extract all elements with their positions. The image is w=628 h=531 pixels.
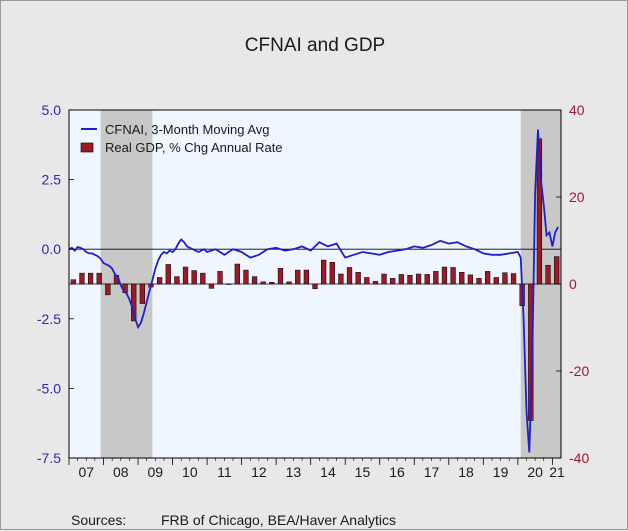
gdp-bar bbox=[329, 262, 335, 285]
gdp-bar bbox=[467, 274, 473, 285]
x-tick-label: 16 bbox=[389, 464, 405, 480]
source-text: FRB of Chicago, BEA/Haver Analytics bbox=[161, 512, 396, 528]
gdp-bar bbox=[269, 282, 275, 285]
gdp-bar bbox=[390, 278, 396, 285]
gdp-bar bbox=[87, 272, 94, 285]
gdp-bar bbox=[554, 256, 560, 285]
x-tick-label: 08 bbox=[113, 464, 129, 480]
right-tick-label: -20 bbox=[569, 363, 589, 379]
gdp-bar bbox=[217, 271, 223, 285]
x-tick-label: 09 bbox=[148, 464, 164, 480]
gdp-bar bbox=[277, 268, 284, 285]
gdp-bar bbox=[96, 272, 102, 285]
gdp-bar bbox=[372, 281, 379, 285]
gdp-bar bbox=[398, 274, 404, 285]
x-tick-label: 13 bbox=[286, 464, 302, 480]
gdp-bar bbox=[70, 279, 76, 285]
gdp-bar bbox=[208, 283, 215, 289]
gdp-bar bbox=[441, 266, 448, 285]
gdp-bar bbox=[321, 259, 327, 285]
gdp-bar bbox=[260, 281, 266, 285]
gdp-bar bbox=[226, 283, 232, 285]
gdp-bar bbox=[407, 275, 413, 285]
gdp-bar bbox=[338, 273, 344, 285]
gdp-bar bbox=[165, 264, 171, 285]
gdp-bar bbox=[303, 269, 309, 285]
x-tick-label: 11 bbox=[217, 464, 232, 480]
left-tick-label: -7.5 bbox=[37, 450, 61, 466]
gdp-bar bbox=[424, 274, 430, 285]
gdp-bar bbox=[200, 272, 206, 285]
gdp-bar bbox=[251, 276, 258, 285]
gdp-bar bbox=[312, 283, 318, 290]
gdp-bar bbox=[433, 271, 439, 285]
gdp-bar bbox=[459, 272, 465, 285]
gdp-bar bbox=[105, 283, 111, 296]
gdp-bar bbox=[139, 283, 145, 304]
left-tick-label: 5.0 bbox=[42, 102, 62, 118]
x-tick-label: 12 bbox=[251, 464, 267, 480]
right-tick-label: 0 bbox=[569, 276, 577, 292]
gdp-bar bbox=[545, 265, 551, 285]
gdp-bar bbox=[191, 270, 197, 285]
gdp-bar bbox=[510, 273, 517, 285]
gdp-bar bbox=[355, 272, 361, 285]
legend: CFNAI, 3-Month Moving Avg Real GDP, % Ch… bbox=[80, 122, 283, 155]
legend-bar-swatch bbox=[80, 142, 94, 153]
gdp-bar bbox=[234, 263, 240, 285]
gdp-bar bbox=[364, 277, 370, 285]
right-tick-label: 20 bbox=[569, 189, 585, 205]
legend-label-cfnai: CFNAI, 3-Month Moving Avg bbox=[105, 122, 270, 137]
gdp-bar bbox=[381, 273, 387, 285]
left-tick-label: -2.5 bbox=[37, 311, 61, 327]
gdp-bar bbox=[174, 276, 180, 285]
x-tick-label: 20 bbox=[527, 464, 543, 480]
gdp-bar bbox=[295, 269, 301, 285]
x-tick-label: 10 bbox=[182, 464, 198, 480]
gdp-bar bbox=[502, 272, 508, 285]
cfnai-line bbox=[68, 129, 559, 453]
chart-title: CFNAI and GDP bbox=[245, 35, 385, 56]
legend-label-gdp: Real GDP, % Chg Annual Rate bbox=[105, 140, 283, 155]
gdp-bar bbox=[346, 267, 353, 285]
right-tick-label: -40 bbox=[569, 450, 589, 466]
x-tick-label: 17 bbox=[424, 464, 440, 480]
gdp-bar bbox=[157, 277, 163, 285]
gdp-bar bbox=[182, 266, 189, 285]
x-tick-label: 21 bbox=[549, 464, 565, 480]
right-tick-label: 40 bbox=[569, 102, 585, 118]
x-tick-label: 14 bbox=[320, 464, 336, 480]
left-tick-label: 0.0 bbox=[42, 241, 62, 257]
gdp-bar bbox=[493, 277, 499, 285]
gdp-bar bbox=[243, 269, 249, 285]
left-tick-label: -5.0 bbox=[37, 380, 61, 396]
gdp-bar bbox=[485, 271, 491, 285]
left-tick-label: 2.5 bbox=[42, 172, 62, 188]
x-tick-label: 15 bbox=[355, 464, 371, 480]
gdp-bar bbox=[450, 267, 456, 285]
x-tick-label: 18 bbox=[458, 464, 474, 480]
gdp-bar bbox=[476, 278, 482, 285]
x-tick-label: 19 bbox=[493, 464, 509, 480]
gdp-bar bbox=[415, 273, 422, 285]
gdp-bar bbox=[286, 281, 292, 285]
source-label: Sources: bbox=[71, 512, 126, 528]
x-tick-label: 07 bbox=[78, 464, 94, 480]
gdp-bar bbox=[79, 272, 85, 285]
